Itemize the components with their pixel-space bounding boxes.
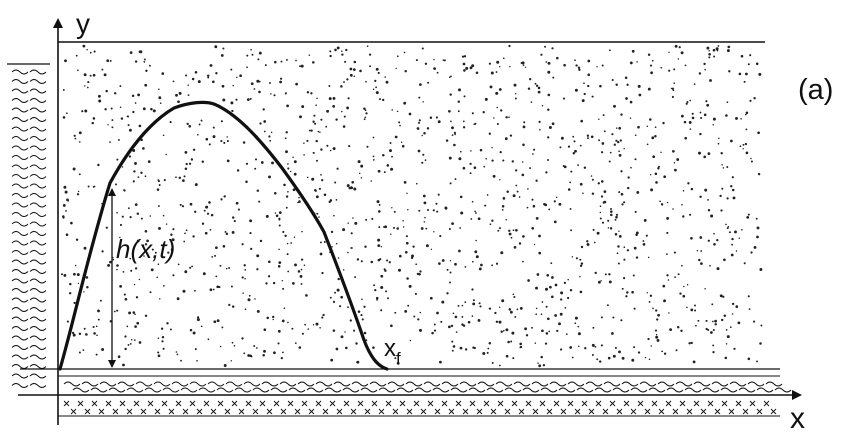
front-label-base: x — [384, 335, 396, 362]
left-wall — [7, 63, 50, 388]
front-label-subscript: f — [396, 349, 401, 368]
bottom-crosshatch-layer — [63, 400, 777, 415]
front-position-label: xf — [384, 335, 401, 368]
bottom-wavy-layer — [63, 381, 792, 393]
current-profile-curve — [58, 100, 389, 371]
panel-label: (a) — [798, 74, 833, 106]
y-axis-label: y — [76, 8, 90, 39]
x-axis-label: x — [790, 402, 805, 433]
thickness-label: h(x,t) — [116, 234, 175, 264]
porous-medium-stipple — [61, 44, 763, 368]
bottom-bed — [18, 368, 792, 417]
left-wall-hatching — [11, 69, 47, 388]
